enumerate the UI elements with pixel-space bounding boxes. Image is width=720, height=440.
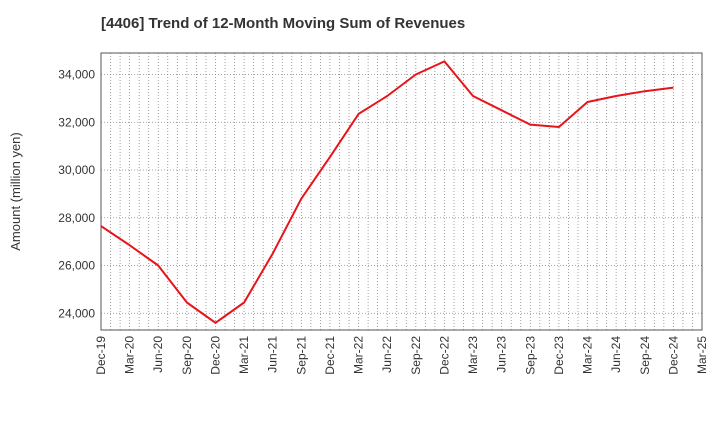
x-tick-label: Sep-24 [638,336,652,375]
y-axis-title: Amount (million yen) [8,132,23,251]
x-axis-ticks: Dec-19 Mar-20 Jun-20 Sep-20 Dec-20 Mar-21 Jun-… [94,336,709,375]
y-tick-label: 30,000 [58,163,95,177]
x-tick-label: Jun-23 [495,336,509,373]
x-tick-label: Dec-23 [552,336,566,375]
x-tick-label: Sep-21 [294,336,308,375]
x-tick-label: Jun-20 [151,336,165,373]
x-tick-label: Mar-22 [352,336,366,374]
y-axis-ticks: 24,000 26,000 28,000 30,000 32,000 34,000 [58,67,95,320]
x-tick-label: Mar-21 [237,336,251,374]
series-line [100,60,674,324]
x-tick-label: Mar-23 [466,336,480,374]
x-tick-label: Dec-19 [94,336,108,375]
x-tick-label: Dec-20 [208,336,222,375]
x-tick-label: Dec-24 [666,336,680,375]
x-tick-label: Sep-23 [523,336,537,375]
series-layer [100,60,674,324]
x-tick-label: Mar-25 [695,336,709,374]
y-tick-label: 28,000 [58,211,95,225]
x-tick-label: Jun-22 [380,336,394,373]
y-tick-label: 26,000 [58,259,95,273]
plot-area-frame [100,52,703,331]
x-tick-label: Mar-20 [123,336,137,374]
grid [101,53,702,330]
chart-title: [4406] Trend of 12-Month Moving Sum of R… [101,15,466,32]
y-tick-label: 24,000 [58,306,95,320]
x-tick-label: Mar-24 [581,336,595,374]
y-tick-label: 32,000 [58,115,95,129]
x-tick-label: Sep-20 [180,336,194,375]
x-tick-label: Dec-22 [437,336,451,375]
x-tick-label: Jun-21 [266,336,280,373]
x-tick-label: Dec-21 [323,336,337,375]
y-tick-label: 34,000 [58,67,95,81]
x-tick-label: Sep-22 [409,336,423,375]
x-tick-label: Jun-24 [609,336,623,373]
